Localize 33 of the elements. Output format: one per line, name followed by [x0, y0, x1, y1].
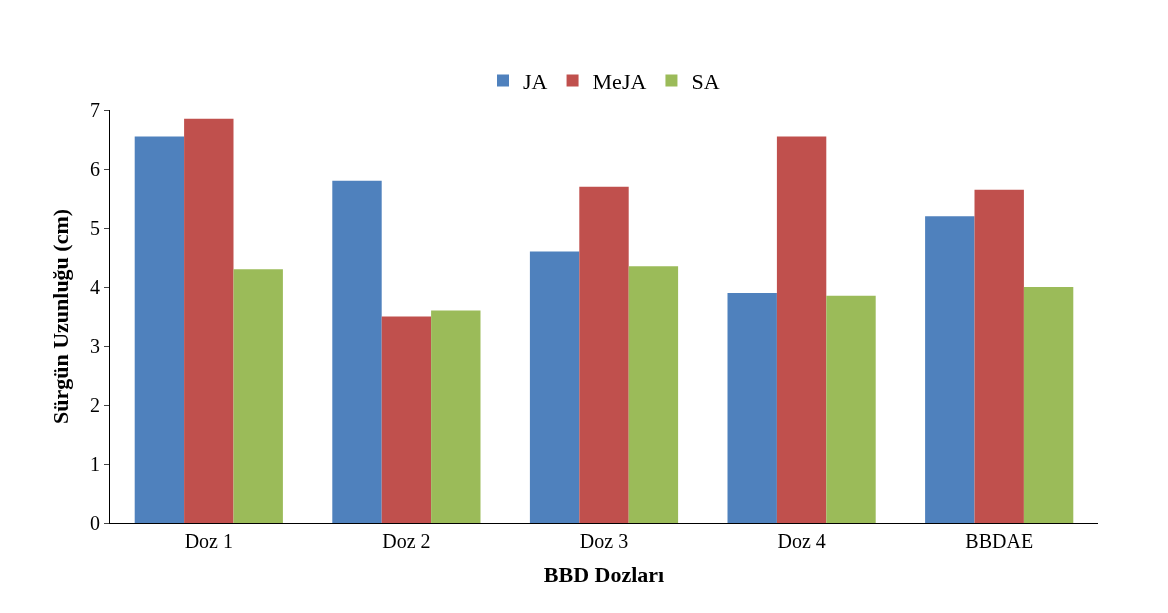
bar	[134, 136, 185, 523]
bar	[529, 251, 580, 523]
bar	[727, 292, 777, 523]
bar	[776, 136, 827, 523]
legend-label: MeJA	[592, 69, 647, 95]
bar	[579, 186, 629, 523]
x-tick-label: Doz 1	[184, 530, 233, 552]
bar	[974, 189, 1024, 523]
x-tick-label: Doz 2	[382, 530, 431, 552]
y-tick-label: 0	[90, 512, 100, 534]
x-tick-label: Doz 4	[777, 530, 826, 552]
bar	[431, 310, 481, 523]
bar	[332, 180, 382, 523]
bar	[925, 216, 975, 523]
bar	[628, 266, 679, 523]
y-tick-label: 7	[90, 99, 100, 121]
legend-label: JA	[523, 69, 548, 95]
bar	[381, 316, 432, 523]
bar	[233, 269, 283, 523]
bar	[826, 295, 876, 523]
x-tick-label: Doz 3	[579, 530, 629, 552]
y-axis-title: Sürgün Uzunluğu (cm)	[47, 208, 73, 425]
legend-label: SA	[691, 69, 720, 95]
y-tick-label: 2	[90, 394, 100, 416]
y-tick-label: 5	[90, 217, 100, 239]
x-tick-label: BBDAE	[965, 530, 1034, 552]
y-tick-label: 4	[90, 276, 100, 298]
bar	[1023, 287, 1074, 523]
y-tick-label: 3	[90, 335, 100, 357]
y-tick-label: 1	[90, 453, 100, 475]
bar	[184, 118, 234, 523]
y-tick-label: 6	[90, 158, 100, 180]
x-axis-title: BBD Dozları	[543, 561, 665, 587]
